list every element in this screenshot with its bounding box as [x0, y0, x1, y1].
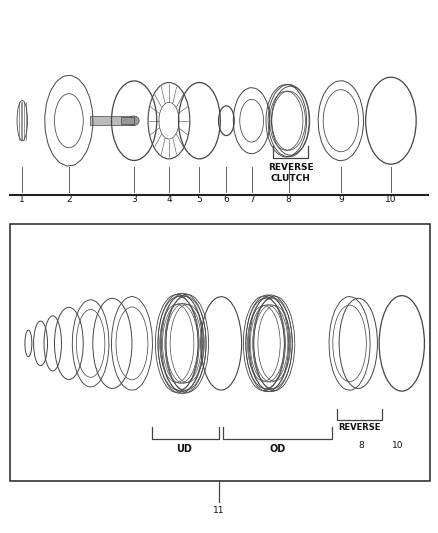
Text: 7: 7: [249, 195, 254, 204]
Text: 11: 11: [213, 506, 225, 515]
Text: 1: 1: [19, 195, 25, 204]
Text: 3: 3: [131, 195, 137, 204]
Text: OD: OD: [270, 444, 286, 454]
Text: 10: 10: [385, 195, 397, 204]
Text: REVERSE: REVERSE: [338, 423, 380, 432]
Bar: [90, 116, 134, 125]
Text: 5: 5: [197, 195, 202, 204]
Text: 9: 9: [338, 195, 344, 204]
Text: 10: 10: [392, 441, 403, 450]
Bar: [121, 117, 134, 124]
Text: 8: 8: [286, 195, 292, 204]
Text: UD: UD: [176, 444, 192, 454]
Text: 8: 8: [358, 441, 364, 450]
Ellipse shape: [129, 116, 139, 125]
Text: REVERSE
CLUTCH: REVERSE CLUTCH: [268, 163, 314, 182]
Text: 2: 2: [66, 195, 72, 204]
Text: 4: 4: [166, 195, 172, 204]
Text: 6: 6: [223, 195, 229, 204]
